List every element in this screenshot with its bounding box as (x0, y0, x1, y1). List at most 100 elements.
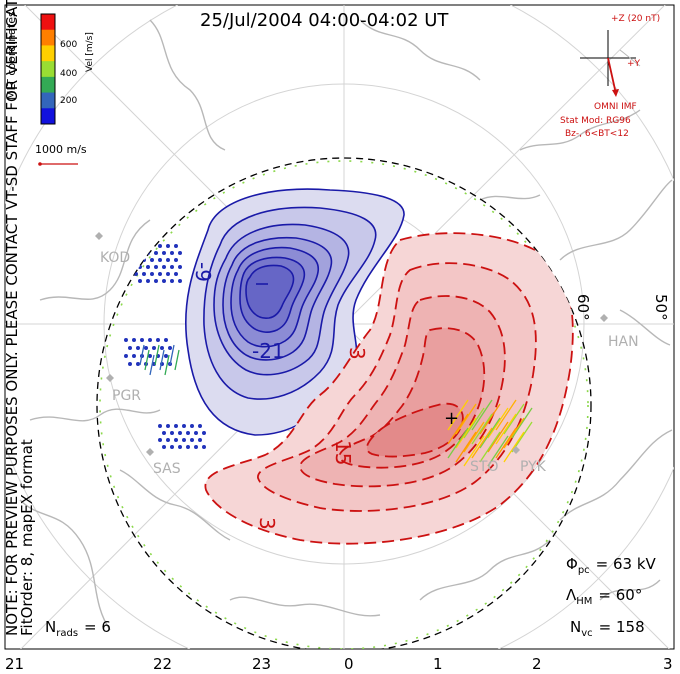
svg-text:Φpc= 63 kV: Φpc = 63 kV (566, 555, 657, 576)
velocity-vector-dot (160, 346, 164, 350)
velocity-vector-dot (128, 362, 132, 366)
velocity-vector-dot (138, 279, 142, 283)
velocity-vector-dot (170, 445, 174, 449)
velocity-vector-dot (186, 431, 190, 435)
velocity-vector (455, 431, 477, 463)
velocity-vector (154, 344, 160, 366)
stat-n-vc: Nvc = 158 (570, 618, 645, 639)
contour-label-pos-mid: 15 (331, 440, 355, 465)
colorbar-tick-200: 200 (60, 96, 77, 106)
velocity-vector-dot (174, 272, 178, 276)
stat-phi-pc: Φpc = 63 kV (566, 555, 657, 576)
velocity-vector-dot (166, 244, 170, 248)
velocity-vector-dot (194, 431, 198, 435)
mlt-label-3: 3 (663, 655, 673, 673)
velocity-vector-dot (170, 265, 174, 269)
velocity-vector (479, 431, 501, 463)
velocity-vector (463, 407, 485, 439)
velocity-vector (503, 417, 525, 449)
velocity-vector-dot (164, 338, 168, 342)
lat-label-60: 60° (574, 294, 592, 321)
velocity-vector (471, 399, 493, 431)
velocity-vector-dot (124, 354, 128, 358)
colorbar-segment (41, 108, 55, 125)
velocity-vector-dot (128, 346, 132, 350)
velocity-vector (149, 354, 155, 376)
velocity-vector (479, 403, 501, 435)
contour-label-neg-outer: -9 (191, 262, 215, 282)
mlt-label-2: 2 (532, 655, 542, 673)
velocity-vector-dot (178, 251, 182, 255)
colorbar-outline (40, 13, 56, 125)
velocity-vector-dot (150, 258, 154, 262)
velocity-vector-dot (132, 354, 136, 358)
colorbar-label: Vel [m/s] (85, 32, 95, 72)
velocity-vector-dot (148, 354, 152, 358)
velocity-vector-dot (170, 251, 174, 255)
velocity-colorbar (40, 13, 56, 125)
velocity-vector-dot (198, 424, 202, 428)
velocity-vector-dot (156, 338, 160, 342)
velocity-vector-dot (178, 265, 182, 269)
velocity-vector (164, 354, 170, 376)
velocity-vector (479, 417, 501, 449)
velocity-vector-dot (164, 354, 168, 358)
velocity-vector-dot (174, 258, 178, 262)
velocity-vector-dot (178, 445, 182, 449)
velocity-vector-dot (142, 272, 146, 276)
velocity-vector (511, 407, 533, 439)
velocity-vector-dot (182, 438, 186, 442)
velocity-vector-dot (178, 431, 182, 435)
velocity-vector-dot (132, 338, 136, 342)
velocity-vector-dot (190, 424, 194, 428)
velocity-vector-dot (162, 445, 166, 449)
velocity-vector (487, 421, 509, 453)
velocity-vector-dot (202, 445, 206, 449)
boundary-model-vectors (99, 160, 589, 649)
stat-lambda-hm: ΛHM = 60° (566, 586, 642, 607)
velocity-vector-dot (152, 346, 156, 350)
imf-y-label: +Y (627, 59, 641, 69)
velocity-vector-dot (140, 338, 144, 342)
mlt-label-1: 1 (433, 655, 443, 673)
colorbar-segment (41, 76, 55, 94)
colorbar-segment (41, 92, 55, 109)
velocity-vector-dot (194, 445, 198, 449)
velocity-vector-dot (136, 346, 140, 350)
vector-scale-label: 1000 m/s (35, 143, 87, 156)
velocity-vector-dot (146, 265, 150, 269)
velocity-vector (447, 413, 469, 445)
vector-scale-arrow (38, 162, 78, 166)
velocity-vector (495, 427, 517, 459)
velocity-vector (503, 403, 525, 435)
imf-stat-mod: Stat Mod: RG96 (560, 116, 631, 126)
velocity-vector-dot (166, 258, 170, 262)
mlt-label-0: 0 (344, 655, 354, 673)
velocity-vector (455, 403, 477, 435)
imf-z-label: +Z (20 nT) (611, 14, 660, 24)
velocity-vector-dot (190, 438, 194, 442)
colorbar-tick-600: 600 (60, 40, 77, 50)
velocity-vector-dot (178, 279, 182, 283)
colorbar-tick-400: 400 (60, 69, 77, 79)
coastlines (19, 19, 673, 631)
coords-label: MLT coordinates (5, 11, 18, 100)
velocity-vector-dot (170, 431, 174, 435)
velocity-vector-dot (150, 272, 154, 276)
velocity-vector-dot (166, 424, 170, 428)
fit-note: FitOrder: 8, mapEX format (18, 439, 36, 636)
velocity-vector-dot (174, 424, 178, 428)
velocity-vector-dot (174, 244, 178, 248)
preview-note: NOTE: FOR PREVIEW PURPOSES ONLY. PLEASE … (3, 0, 21, 636)
station-label-kod: KOD (100, 250, 130, 266)
mlt-label-23: 23 (252, 655, 271, 673)
velocity-vector (455, 417, 477, 449)
lat-label-50: 50° (652, 294, 670, 321)
velocity-vector (447, 399, 469, 431)
velocity-vector-dot (144, 346, 148, 350)
mlt-label-22: 22 (153, 655, 172, 673)
velocity-vector-dot (186, 445, 190, 449)
contour-label-pos-outer: 3 (255, 517, 279, 530)
velocity-vector-dot (154, 279, 158, 283)
